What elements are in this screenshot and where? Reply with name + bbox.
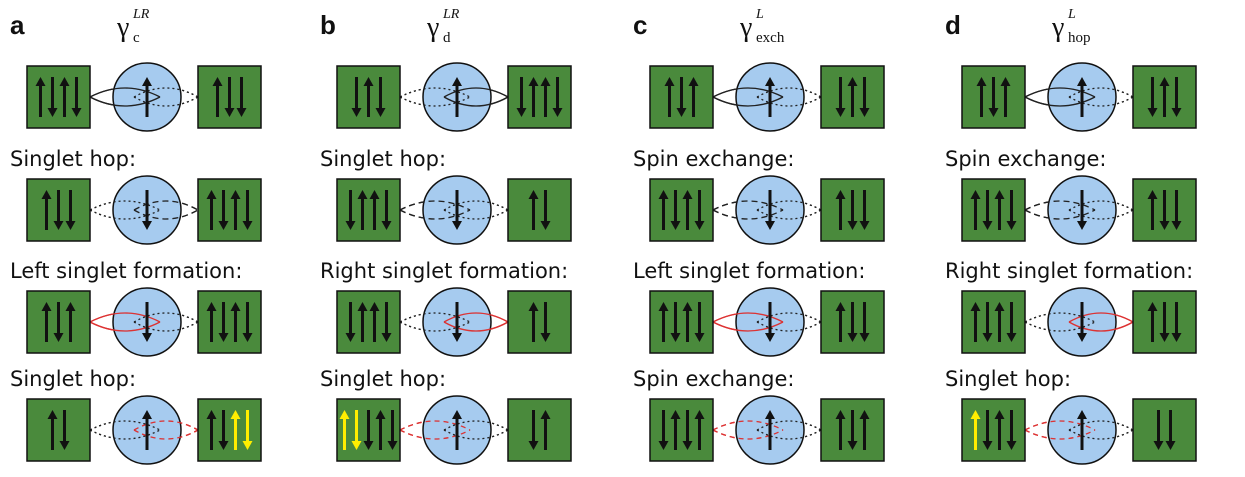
symbol: γ bbox=[116, 12, 129, 43]
lead-box bbox=[198, 399, 261, 461]
step-label: Right singlet formation: bbox=[945, 259, 1193, 283]
step-label: Singlet hop: bbox=[10, 147, 136, 171]
subscript: hop bbox=[1068, 30, 1091, 46]
step-label: Spin exchange: bbox=[633, 147, 794, 171]
diagram: aγLRcSinglet hop:Left singlet formation:… bbox=[0, 0, 1245, 477]
superscript: LR bbox=[442, 7, 460, 22]
lead-box bbox=[962, 291, 1025, 353]
step-label: Singlet hop: bbox=[945, 367, 1071, 391]
lead-box bbox=[508, 179, 571, 241]
lead-box bbox=[198, 291, 261, 353]
subscript: exch bbox=[756, 30, 785, 46]
lead-box bbox=[337, 179, 400, 241]
step-label: Spin exchange: bbox=[945, 147, 1106, 171]
superscript: L bbox=[755, 7, 764, 22]
panel-letter: c bbox=[633, 10, 647, 40]
lead-box bbox=[337, 291, 400, 353]
lead-box bbox=[650, 399, 713, 461]
panel-letter: a bbox=[10, 10, 25, 40]
lead-box bbox=[508, 66, 571, 128]
lead-box bbox=[962, 399, 1025, 461]
step-label: Singlet hop: bbox=[320, 147, 446, 171]
lead-box bbox=[650, 291, 713, 353]
step-label: Left singlet formation: bbox=[10, 259, 242, 283]
panel-letter: b bbox=[320, 10, 336, 40]
lead-box bbox=[27, 66, 90, 128]
step-label: Left singlet formation: bbox=[633, 259, 865, 283]
step-label: Right singlet formation: bbox=[320, 259, 568, 283]
lead-box bbox=[508, 291, 571, 353]
lead-box bbox=[508, 399, 571, 461]
symbol: γ bbox=[739, 12, 752, 43]
subscript: c bbox=[133, 30, 140, 46]
lead-box bbox=[650, 179, 713, 241]
lead-box bbox=[198, 179, 261, 241]
panel-letter: d bbox=[945, 10, 961, 40]
symbol: γ bbox=[1051, 12, 1064, 43]
step-label: Singlet hop: bbox=[10, 367, 136, 391]
step-label: Singlet hop: bbox=[320, 367, 446, 391]
symbol: γ bbox=[426, 12, 439, 43]
subscript: d bbox=[443, 30, 451, 46]
lead-box bbox=[27, 399, 90, 461]
superscript: LR bbox=[132, 7, 150, 22]
step-label: Spin exchange: bbox=[633, 367, 794, 391]
lead-box bbox=[1133, 399, 1196, 461]
lead-box bbox=[962, 179, 1025, 241]
superscript: L bbox=[1067, 7, 1076, 22]
